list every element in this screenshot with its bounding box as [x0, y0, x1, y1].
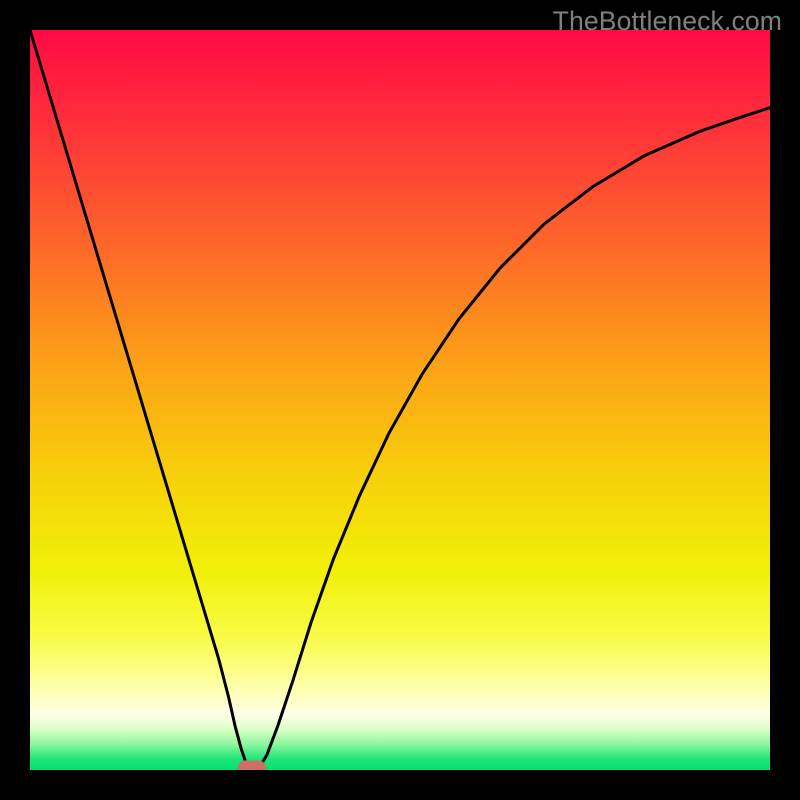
bottleneck-curve-chart	[30, 30, 770, 770]
plot-area	[30, 30, 770, 770]
figure-container: TheBottleneck.com	[0, 0, 800, 800]
watermark-text: TheBottleneck.com	[553, 6, 782, 37]
optimum-marker	[238, 760, 266, 770]
